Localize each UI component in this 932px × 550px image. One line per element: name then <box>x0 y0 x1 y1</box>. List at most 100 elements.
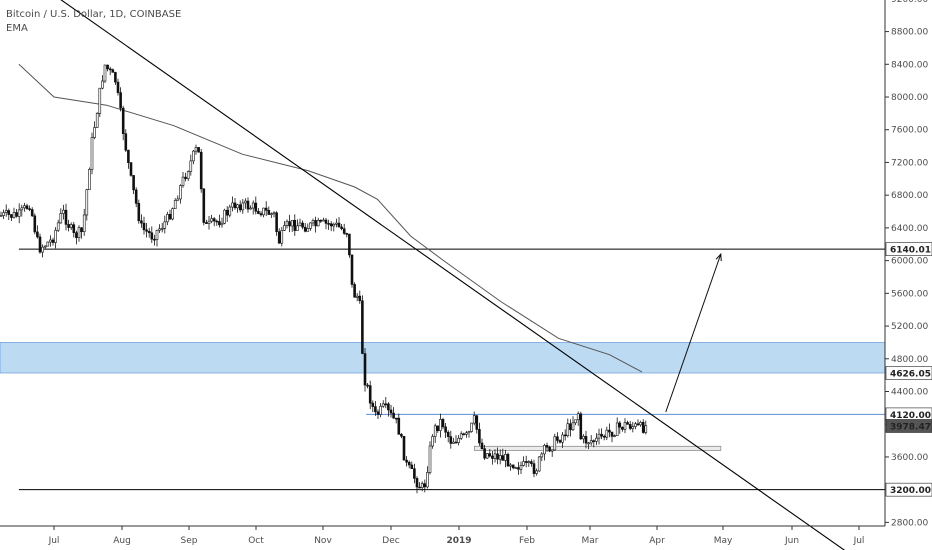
x-tick-label-7: Feb <box>519 536 535 546</box>
ema-line <box>18 63 643 373</box>
candle-body <box>335 222 338 225</box>
candle-body <box>556 436 559 441</box>
candle-body <box>322 219 325 222</box>
x-tick-label-10: May <box>714 536 733 546</box>
y-tick-label-18: 2800.00 <box>891 518 928 528</box>
candle-body <box>43 245 47 248</box>
y-tick-label-15: 4400.00 <box>891 388 928 398</box>
candle-body <box>587 442 590 445</box>
candle-body <box>181 176 185 186</box>
candle-body <box>264 207 268 211</box>
candle-body <box>17 209 21 217</box>
candle-body <box>355 295 359 298</box>
candle-body <box>298 222 302 227</box>
candle-body <box>613 435 616 437</box>
candle-body <box>127 149 130 163</box>
candle-body <box>446 431 450 437</box>
candle-body <box>441 419 445 428</box>
candle-body <box>478 429 481 444</box>
candle-body <box>506 453 510 467</box>
last-price-label-bg <box>885 419 932 433</box>
candle-body <box>259 213 263 216</box>
candle-body <box>501 455 505 461</box>
candle-body <box>553 436 557 451</box>
candle-body <box>402 435 406 461</box>
candle-body <box>319 219 323 222</box>
candle-body <box>189 160 193 172</box>
candle-body <box>251 202 255 209</box>
candle-body <box>524 461 528 463</box>
candle-body <box>584 435 588 444</box>
candle-body <box>371 402 375 407</box>
candle-body <box>342 228 346 234</box>
candle-body <box>75 232 78 238</box>
candle-body <box>301 222 304 228</box>
candle-body <box>392 412 395 419</box>
candle-body <box>472 415 476 424</box>
candle-body <box>644 425 648 433</box>
candle-body <box>340 226 343 229</box>
candle-body <box>537 456 541 472</box>
candle-body <box>184 176 187 179</box>
candle-body <box>592 440 596 442</box>
candle-body <box>199 151 203 190</box>
candle-body <box>480 442 484 449</box>
candle-body <box>23 205 26 209</box>
projection-arrow <box>665 253 722 413</box>
candle-body <box>496 453 499 460</box>
level-label-0-bg <box>885 242 932 256</box>
candle-body <box>517 467 520 470</box>
candle-body <box>272 212 276 215</box>
candle-body <box>550 449 554 452</box>
candle-body <box>519 465 523 470</box>
candle-body <box>257 210 260 214</box>
candle-body <box>249 207 252 210</box>
arrow-head <box>715 252 722 262</box>
candle-body <box>514 467 518 469</box>
candle-body <box>56 222 60 231</box>
candle-body <box>153 238 156 241</box>
y-tick-label-9: 6800.00 <box>891 191 928 201</box>
candle-body <box>111 69 115 73</box>
candle-body <box>95 113 99 128</box>
candle-body <box>215 220 219 223</box>
candle-body <box>452 441 455 444</box>
candle-body <box>231 202 234 208</box>
candle-body <box>2 212 5 216</box>
candle-body <box>407 461 411 466</box>
candle-body <box>228 206 232 216</box>
candle-body <box>145 229 148 232</box>
candle-body <box>532 463 536 474</box>
x-tick-label-0: Jul <box>48 536 60 546</box>
candle-body <box>67 224 70 228</box>
y-tick-label-6: 8000.00 <box>891 93 928 103</box>
candle-body <box>33 215 37 233</box>
candle-body <box>449 436 453 444</box>
candle-body <box>132 175 135 191</box>
y-tick-label-11: 6000.00 <box>891 257 928 267</box>
candle-body <box>210 218 213 222</box>
candle-body <box>608 429 611 433</box>
candle-body <box>205 222 208 224</box>
y-tick-label-10: 6400.00 <box>891 224 928 234</box>
candle-body <box>368 385 372 404</box>
last-price-label: 3978.47 <box>890 422 931 432</box>
candle-body <box>267 210 271 215</box>
candle-body <box>192 150 195 162</box>
candle-body <box>491 455 494 459</box>
candle-body <box>576 413 580 421</box>
candle-body <box>134 189 138 204</box>
candle-body <box>207 220 211 224</box>
candle-body <box>602 435 606 438</box>
candle-body <box>137 203 141 222</box>
candle-body <box>579 413 583 440</box>
level-label-1: 4120.00 <box>890 411 931 421</box>
candle-body <box>285 221 289 226</box>
candle-body <box>223 209 226 224</box>
candle-body <box>384 403 388 406</box>
candle-body <box>38 236 42 253</box>
consolidation-box <box>473 445 722 451</box>
candle-body <box>348 233 351 256</box>
candle-body <box>0 215 3 217</box>
